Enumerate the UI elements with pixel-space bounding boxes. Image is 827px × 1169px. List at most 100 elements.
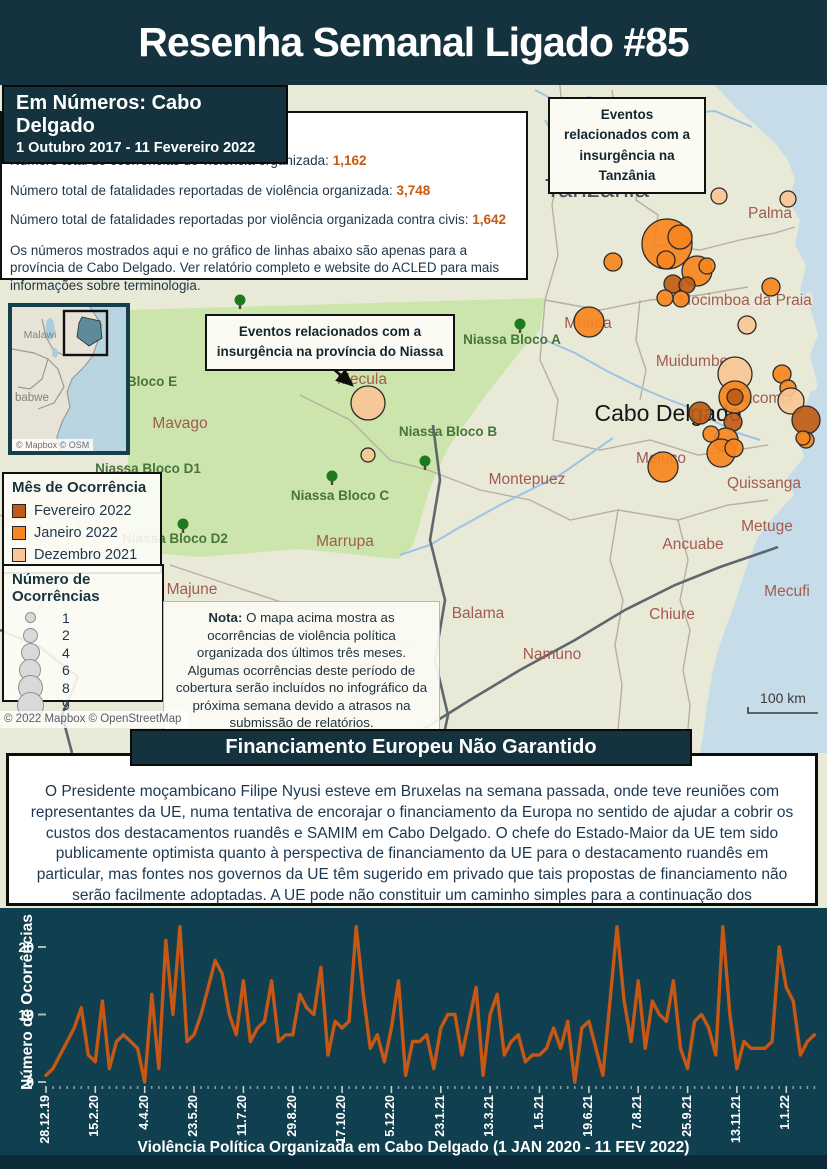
inset-attribution: © Mapbox © OSM [12, 439, 94, 451]
map-label-niassa-bloco-b: Niassa Bloco B [399, 424, 498, 439]
x-tick-label: 29.8.20 [284, 1095, 299, 1137]
x-tick-mark [284, 1086, 287, 1089]
stat-value: 1,162 [332, 153, 367, 168]
x-tick-mark [531, 1086, 534, 1089]
x-tick-mark [552, 1086, 555, 1089]
x-tick-mark [362, 1086, 364, 1089]
x-tick-mark [214, 1086, 216, 1089]
map-label-mavago: Mavago [152, 415, 207, 432]
finance-body: O Presidente moçambicano Filipe Nyusi es… [30, 783, 794, 925]
event-bubble [791, 405, 821, 435]
x-tick-mark [693, 1086, 696, 1089]
finance-section-title: Financiamento Europeu Não Garantido [130, 729, 692, 766]
ocean [700, 85, 827, 753]
bottom-strip [0, 1155, 827, 1169]
x-tick-mark [806, 1086, 809, 1089]
map-label-mecufi: Mecufi [764, 583, 810, 600]
x-tick-mark [404, 1086, 407, 1089]
x-tick-mark [165, 1086, 167, 1089]
x-tick-mark [221, 1086, 223, 1089]
x-tick-mark [581, 1086, 583, 1089]
month-legend-item: Janeiro 2022 [12, 522, 152, 544]
x-tick-mark [609, 1086, 611, 1089]
x-tick-label: 7.8.21 [630, 1095, 645, 1130]
map-label-chiure: Chiure [649, 606, 695, 623]
x-tick-label: 19.6.21 [580, 1095, 595, 1137]
x-tick-label: 25.9.21 [679, 1095, 694, 1137]
map-label-marrupa: Marrupa [316, 533, 374, 550]
island [805, 292, 813, 308]
x-tick-mark [115, 1086, 118, 1089]
x-tick-mark [630, 1086, 632, 1089]
x-tick-mark [799, 1086, 802, 1089]
x-tick-mark [369, 1086, 372, 1089]
x-tick-mark [355, 1086, 357, 1089]
x-tick-mark [559, 1086, 562, 1089]
numbers-title-box: Em Números: Cabo Delgado 1 Outubro 2017 … [2, 85, 288, 164]
x-tick-mark [270, 1086, 273, 1089]
event-bubble [573, 306, 605, 338]
map-label-mocimboa-da-praia: Mocimboa da Praia [678, 292, 812, 309]
line-chart: 0 10 20 [18, 925, 817, 1093]
event-bubble [603, 252, 623, 272]
x-tick-mark [80, 1086, 83, 1089]
x-tick-label: 1.5.21 [531, 1095, 546, 1130]
map-label-majune: Majune [167, 581, 218, 598]
x-tick-mark [87, 1086, 90, 1089]
forest-icons [177, 294, 526, 533]
event-bubble [710, 187, 728, 205]
event-bubble [698, 257, 716, 275]
finance-section: O Presidente moçambicano Filipe Nyusi es… [6, 753, 818, 925]
event-bubbles [350, 187, 821, 483]
x-tick-mark [764, 1086, 766, 1089]
x-tick-mark [707, 1086, 710, 1089]
x-tick-mark [101, 1086, 104, 1089]
x-tick-mark [665, 1086, 668, 1089]
x-tick-mark [256, 1086, 259, 1089]
month-legend-rows: Fevereiro 2022 Janeiro 2022 Dezembro 2021 [12, 500, 152, 566]
map-label-niassa-bloco-c: Niassa Bloco C [291, 488, 390, 503]
y-tick-mark [38, 1013, 46, 1016]
x-tick-mark [432, 1086, 435, 1089]
x-tick-mark [207, 1086, 209, 1089]
map-label-niassa-bloco-a: Niassa Bloco A [463, 332, 561, 347]
chart-y-axis-label: Número de Ocorrências [19, 914, 36, 1090]
x-tick-mark [651, 1086, 654, 1089]
island [811, 379, 817, 391]
x-tick-label: 1.1.22 [778, 1095, 793, 1130]
x-tick-label: 28.12.19 [38, 1095, 52, 1144]
month-legend: Mês de Ocorrência Fevereiro 2022 Janeiro … [2, 472, 162, 574]
stat-value: 3,748 [396, 182, 431, 198]
x-tick-mark [376, 1086, 379, 1089]
x-tick-mark [122, 1086, 125, 1089]
x-tick-mark [228, 1086, 231, 1089]
event-bubble [779, 190, 797, 208]
x-tick-mark [475, 1086, 477, 1089]
x-tick-mark [623, 1086, 625, 1089]
event-bubble [667, 224, 693, 250]
x-tick-label: 17.10.20 [334, 1095, 349, 1144]
x-tick-mark [411, 1086, 414, 1089]
x-tick-mark [743, 1086, 745, 1089]
x-tick-mark [45, 1086, 47, 1093]
x-tick-mark [757, 1086, 759, 1089]
numbers-title: Em Números: Cabo Delgado [16, 92, 202, 137]
month-color-swatch [12, 504, 26, 518]
size-legend-item: 2 [12, 627, 154, 645]
inset-focus-rect [62, 309, 109, 357]
x-tick-mark [616, 1086, 618, 1089]
x-tick-mark [193, 1086, 195, 1093]
page-title: Resenha Semanal Ligado #85 [138, 19, 690, 65]
event-bubble [350, 385, 386, 421]
x-tick-mark [263, 1086, 266, 1089]
x-tick-mark [383, 1086, 386, 1089]
y-tick-label: 20 [18, 939, 34, 955]
event-bubble [672, 290, 690, 308]
x-tick-mark [179, 1086, 181, 1089]
x-tick-mark [700, 1086, 703, 1089]
x-tick-mark [158, 1086, 160, 1089]
x-tick-mark [59, 1086, 61, 1089]
stat-value: 1,642 [472, 212, 507, 227]
